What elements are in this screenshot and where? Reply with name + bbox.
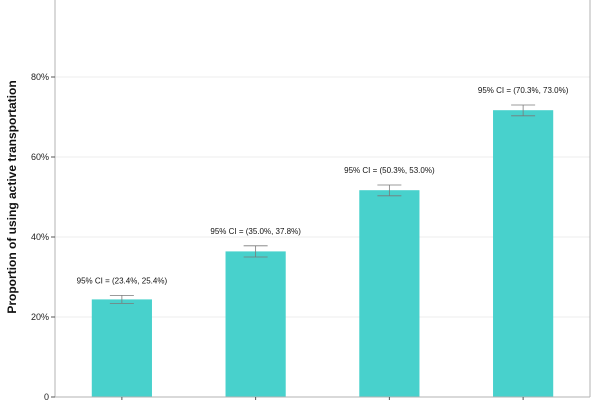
y-axis-title: Proportion of using active transportatio…	[5, 80, 19, 313]
y-tick-label: 40%	[31, 232, 49, 242]
axes	[54, 0, 591, 398]
ci-label-1: 95% CI = (23.4%, 25.4%)	[77, 276, 168, 285]
ci-annotations: 95% CI = (23.4%, 25.4%) 95% CI = (35.0%, …	[77, 86, 569, 285]
y-tick-label: 100%	[26, 0, 49, 2]
y-tick-label: 60%	[31, 152, 49, 162]
y-tick-label: 0	[44, 392, 49, 400]
error-bar-4	[511, 104, 536, 117]
error-bar-2	[243, 245, 268, 258]
bar-4	[493, 110, 554, 397]
x-axis-ticks	[121, 397, 524, 400]
y-axis-ticks: 0 20% 40% 60% 80% 100%	[26, 0, 55, 400]
bar-1	[91, 299, 152, 397]
ci-label-3: 95% CI = (50.3%, 53.0%)	[344, 166, 435, 175]
ci-label-4: 95% CI = (70.3%, 73.0%)	[478, 86, 569, 95]
bar-3	[359, 190, 420, 397]
y-tick-label: 80%	[31, 72, 49, 82]
error-bar-1	[109, 294, 134, 304]
error-bars	[109, 104, 536, 304]
bar-2	[225, 251, 286, 397]
ci-label-2: 95% CI = (35.0%, 37.8%)	[210, 227, 301, 236]
y-tick-label: 20%	[31, 312, 49, 322]
bars	[91, 110, 554, 397]
error-bar-3	[377, 184, 402, 197]
